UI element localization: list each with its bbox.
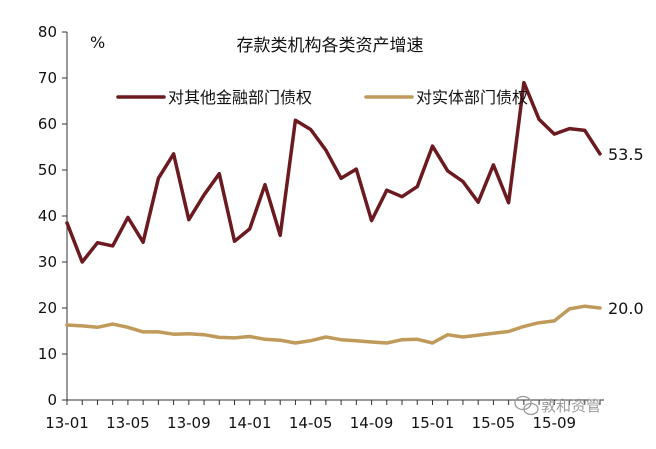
series-layer [65,80,602,345]
watermark-text: 敦和资管 [541,397,601,415]
x-tick-label: 15-01 [411,414,455,432]
legend: 对其他金融部门债权 对实体部门债权 [116,88,528,107]
y-tick-label: 0 [47,391,57,409]
end-labels: 53.5 20.0 [608,145,644,318]
y-tick-label: 70 [38,69,57,87]
axes: 0 10 20 30 40 50 60 70 80 13-01 13-05 13-09 14-01 14-… [38,23,604,432]
end-value-label: 20.0 [608,299,644,318]
x-tick-label: 15-05 [472,414,516,432]
x-tick-label: 13-09 [167,414,211,432]
y-tick-label: 80 [38,23,57,41]
end-value-label: 53.5 [608,145,644,164]
series-line-2 [65,304,602,345]
x-tick-label: 15-09 [533,414,577,432]
y-tick-label: 40 [38,207,57,225]
legend-label: 对其他金融部门债权 [168,88,312,107]
y-axis-unit: % [90,33,105,52]
x-tick-label: 13-05 [106,414,150,432]
x-tick-label: 14-09 [350,414,394,432]
legend-label: 对实体部门债权 [416,88,528,107]
chart-title: 存款类机构各类资产增速 [237,36,424,56]
watermark: 敦和资管 [514,395,601,416]
x-tick-label: 14-01 [228,414,272,432]
y-tick-label: 20 [38,299,57,317]
y-tick-label: 30 [38,253,57,271]
y-tick-label: 50 [38,161,57,179]
series-line-1 [65,80,602,264]
y-tick-label: 10 [38,345,57,363]
x-tick-label: 14-05 [289,414,333,432]
y-tick-label: 60 [38,115,57,133]
wechat-icon [514,395,539,416]
x-tick-label: 13-01 [45,414,89,432]
